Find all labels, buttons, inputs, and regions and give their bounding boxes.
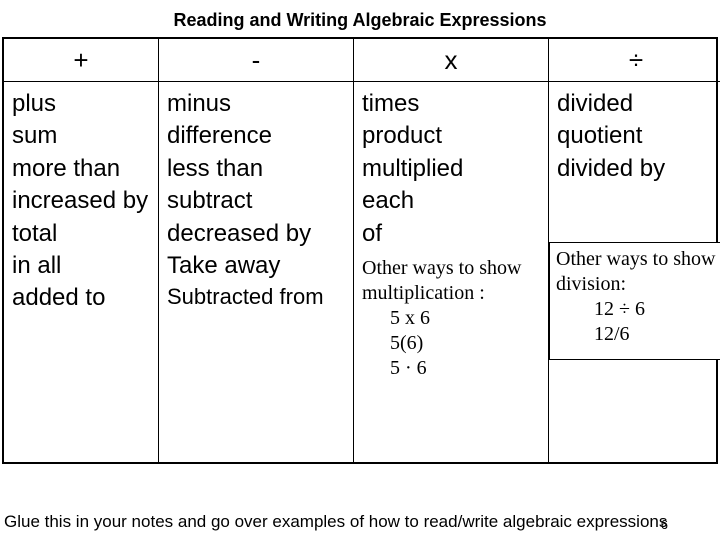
- header-plus: +: [4, 39, 159, 82]
- term: divided: [557, 88, 716, 120]
- page-number: 6: [661, 517, 668, 532]
- aux-head: Other ways to show: [362, 256, 548, 281]
- col-times: times product multiplied each of Other w…: [354, 82, 549, 462]
- term: minus: [167, 88, 345, 120]
- col-minus: minus difference less than subtract decr…: [159, 82, 354, 462]
- aux-head: multiplication :: [362, 281, 548, 306]
- term: of: [362, 218, 548, 250]
- term: product: [362, 120, 548, 152]
- header-divide: ÷: [549, 39, 720, 82]
- header-times: x: [354, 39, 549, 82]
- term: plus: [12, 88, 150, 120]
- term: in all: [12, 250, 150, 282]
- term: less than: [167, 153, 345, 185]
- aux-head: Other ways to show: [556, 247, 720, 272]
- aux-example: 5 · 6: [362, 356, 548, 381]
- col-divide: divided quotient divided by Other ways t…: [549, 82, 720, 462]
- term: subtract: [167, 185, 345, 217]
- col-plus: plus sum more than increased by total in…: [4, 82, 159, 462]
- term: times: [362, 88, 548, 120]
- vocab-table: + - x ÷ plus sum more than increased by …: [2, 37, 718, 464]
- aux-example: 5 x 6: [362, 306, 548, 331]
- term: quotient: [557, 120, 716, 152]
- term: each: [362, 185, 548, 217]
- aux-example: 12/6: [556, 322, 720, 347]
- term: multiplied: [362, 153, 548, 185]
- term: difference: [167, 120, 345, 152]
- div-aux: Other ways to show division: 12 ÷ 6 12/6: [549, 242, 720, 360]
- aux-head: division:: [556, 272, 720, 297]
- aux-example: 12 ÷ 6: [556, 297, 720, 322]
- term: divided by: [557, 153, 716, 185]
- term: increased by: [12, 185, 150, 217]
- term: more than: [12, 153, 150, 185]
- header-minus: -: [159, 39, 354, 82]
- term: total: [12, 218, 150, 250]
- mult-aux: Other ways to show multiplication : 5 x …: [362, 256, 548, 381]
- term: decreased by: [167, 218, 345, 250]
- aux-example: 5(6): [362, 331, 548, 356]
- term: sum: [12, 120, 150, 152]
- term: Subtracted from: [167, 282, 345, 312]
- term: added to: [12, 282, 150, 314]
- footer-note: Glue this in your notes and go over exam…: [4, 512, 716, 532]
- page-title: Reading and Writing Algebraic Expression…: [0, 0, 720, 37]
- term: Take away: [167, 250, 345, 282]
